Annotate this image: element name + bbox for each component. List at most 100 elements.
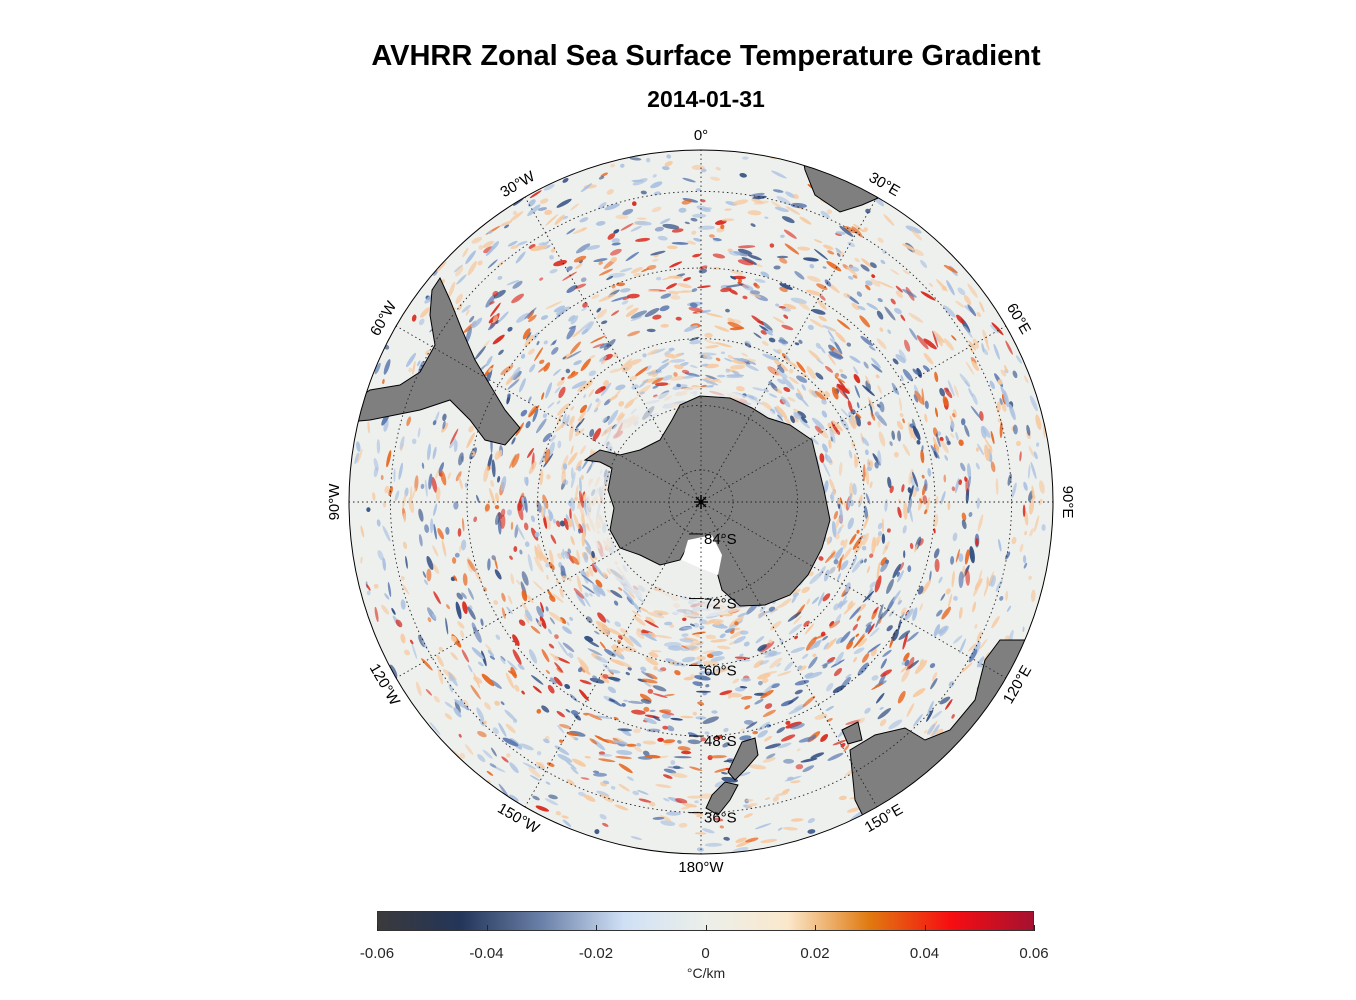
gradient-streak bbox=[783, 303, 797, 310]
gradient-streak bbox=[829, 427, 836, 444]
gradient-streak bbox=[865, 621, 873, 627]
gradient-streak bbox=[812, 596, 820, 604]
gradient-streak bbox=[1000, 369, 1007, 377]
gradient-streak bbox=[976, 631, 982, 643]
gradient-streak bbox=[593, 258, 608, 263]
gradient-streak bbox=[960, 462, 966, 472]
gradient-streak bbox=[563, 517, 569, 531]
gradient-streak bbox=[599, 342, 609, 349]
gradient-streak bbox=[769, 657, 783, 669]
gradient-streak bbox=[948, 681, 955, 688]
gradient-streak bbox=[776, 663, 782, 667]
gradient-streak bbox=[657, 235, 668, 241]
gradient-streak bbox=[869, 581, 877, 589]
gradient-streak bbox=[606, 188, 614, 195]
gradient-streak bbox=[509, 762, 519, 774]
colorbar-tick-label: -0.06 bbox=[359, 945, 395, 962]
gradient-streak bbox=[634, 366, 649, 377]
gradient-streak bbox=[908, 485, 914, 501]
gradient-streak bbox=[545, 382, 552, 399]
gradient-streak bbox=[463, 699, 469, 708]
gradient-streak bbox=[357, 448, 363, 464]
gradient-streak bbox=[545, 301, 562, 310]
gradient-streak bbox=[545, 606, 549, 612]
gradient-streak bbox=[580, 445, 587, 455]
gradient-streak bbox=[429, 518, 434, 534]
gradient-streak bbox=[650, 250, 666, 256]
gradient-streak bbox=[524, 496, 528, 513]
gradient-streak bbox=[711, 710, 718, 714]
gradient-streak bbox=[608, 658, 625, 667]
gradient-streak bbox=[878, 431, 886, 447]
gradient-streak bbox=[591, 294, 600, 300]
gradient-streak bbox=[738, 278, 742, 284]
gradient-streak bbox=[547, 402, 555, 409]
gradient-streak bbox=[866, 565, 871, 574]
gradient-streak bbox=[909, 542, 914, 550]
gradient-streak bbox=[832, 739, 847, 746]
gradient-streak bbox=[657, 669, 663, 673]
gradient-streak bbox=[720, 351, 726, 355]
gradient-streak bbox=[646, 264, 657, 271]
gradient-streak bbox=[919, 603, 923, 611]
gradient-streak bbox=[975, 462, 980, 470]
gradient-streak bbox=[542, 555, 548, 564]
gradient-streak bbox=[554, 662, 564, 673]
gradient-streak bbox=[703, 339, 717, 345]
gradient-streak bbox=[920, 291, 936, 301]
gradient-streak bbox=[802, 653, 809, 660]
gradient-streak bbox=[664, 350, 673, 355]
gradient-streak bbox=[630, 836, 643, 841]
gradient-streak bbox=[901, 607, 907, 615]
colorbar-tick bbox=[705, 925, 707, 931]
gradient-streak bbox=[661, 358, 670, 364]
gradient-streak bbox=[842, 547, 852, 560]
gradient-streak bbox=[772, 316, 785, 324]
gradient-streak bbox=[548, 643, 555, 649]
gradient-streak bbox=[441, 539, 447, 557]
gradient-streak bbox=[683, 637, 699, 642]
gradient-streak bbox=[905, 225, 922, 234]
gradient-streak bbox=[831, 386, 839, 400]
gradient-streak bbox=[856, 401, 860, 409]
gradient-streak bbox=[1012, 370, 1018, 379]
gradient-streak bbox=[570, 203, 580, 211]
gradient-streak bbox=[1006, 605, 1012, 612]
gradient-streak bbox=[681, 290, 694, 293]
gradient-streak bbox=[790, 415, 795, 424]
gradient-streak bbox=[779, 638, 784, 644]
gradient-streak bbox=[653, 665, 658, 671]
gradient-streak bbox=[636, 742, 642, 747]
gradient-streak bbox=[809, 639, 822, 650]
gradient-streak bbox=[941, 606, 952, 620]
gradient-streak bbox=[999, 595, 1004, 601]
gradient-streak bbox=[717, 374, 726, 378]
gradient-streak bbox=[517, 663, 525, 670]
gradient-streak bbox=[596, 585, 606, 597]
gradient-streak bbox=[557, 754, 573, 763]
land-south-america bbox=[349, 276, 521, 446]
gradient-streak bbox=[1031, 485, 1035, 501]
gradient-streak bbox=[908, 504, 913, 523]
gradient-streak bbox=[688, 306, 703, 313]
gradient-streak bbox=[431, 476, 438, 493]
gradient-streak bbox=[788, 623, 803, 635]
gradient-streak bbox=[910, 476, 916, 489]
gradient-streak bbox=[552, 593, 564, 603]
gradient-streak bbox=[686, 240, 697, 245]
gradient-streak bbox=[509, 211, 524, 222]
gradient-streak bbox=[526, 594, 534, 604]
gradient-streak bbox=[630, 225, 642, 232]
gradient-streak bbox=[739, 735, 752, 741]
gradient-streak bbox=[683, 676, 694, 681]
gradient-streak bbox=[588, 389, 595, 398]
gradient-streak bbox=[743, 641, 750, 647]
gradient-streak bbox=[670, 295, 681, 300]
gradient-streak bbox=[964, 380, 970, 388]
gradient-streak bbox=[912, 607, 918, 621]
gradient-streak bbox=[750, 192, 765, 197]
gradient-streak bbox=[526, 331, 532, 341]
gradient-streak bbox=[611, 310, 620, 316]
gradient-streak bbox=[427, 617, 432, 623]
gradient-streak bbox=[433, 270, 438, 276]
